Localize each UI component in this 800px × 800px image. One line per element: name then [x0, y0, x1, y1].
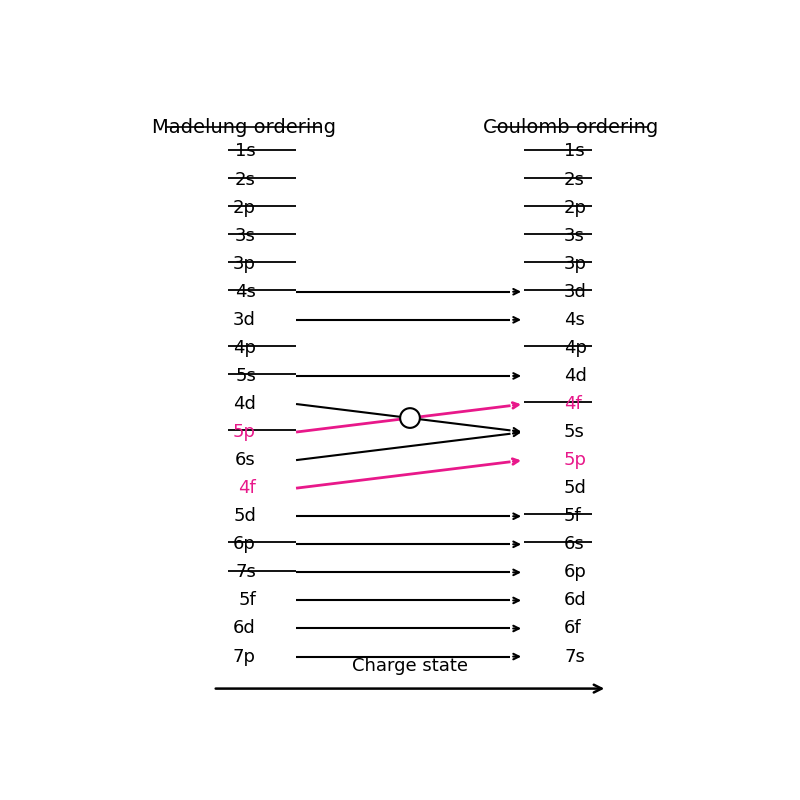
Text: 6d: 6d: [564, 591, 586, 610]
Text: 5p: 5p: [564, 451, 587, 469]
Text: 7s: 7s: [235, 563, 256, 582]
Text: 3d: 3d: [233, 311, 256, 329]
Text: 6d: 6d: [234, 619, 256, 638]
Text: 5s: 5s: [564, 423, 585, 441]
Text: 4f: 4f: [238, 479, 256, 497]
Text: 6p: 6p: [233, 535, 256, 554]
Text: 4s: 4s: [564, 311, 585, 329]
Text: 4s: 4s: [235, 282, 256, 301]
Text: 2s: 2s: [564, 170, 585, 189]
Text: 5f: 5f: [238, 591, 256, 610]
Text: 3d: 3d: [564, 282, 587, 301]
Text: 3p: 3p: [233, 254, 256, 273]
Text: 7p: 7p: [233, 647, 256, 666]
Text: Madelung ordering: Madelung ordering: [152, 118, 336, 137]
Text: 4f: 4f: [564, 395, 582, 413]
Text: 3p: 3p: [564, 254, 587, 273]
Text: 5f: 5f: [564, 507, 582, 526]
Text: 5s: 5s: [235, 367, 256, 385]
Text: Charge state: Charge state: [352, 657, 468, 675]
Text: 2p: 2p: [233, 198, 256, 217]
Text: 6f: 6f: [564, 619, 582, 638]
Text: 5d: 5d: [564, 479, 587, 497]
Text: 6s: 6s: [564, 535, 585, 554]
Text: 4p: 4p: [564, 339, 587, 357]
Text: 5p: 5p: [233, 423, 256, 441]
Text: 1s: 1s: [564, 142, 585, 161]
Text: 6s: 6s: [235, 451, 256, 469]
Text: 1s: 1s: [235, 142, 256, 161]
Text: 5d: 5d: [233, 507, 256, 526]
Circle shape: [58, 366, 78, 386]
Text: 2p: 2p: [564, 198, 587, 217]
Text: 4p: 4p: [233, 339, 256, 357]
Text: 2s: 2s: [235, 170, 256, 189]
Circle shape: [400, 408, 420, 428]
Text: 3s: 3s: [564, 226, 585, 245]
Text: 4d: 4d: [233, 395, 256, 413]
Text: 3s: 3s: [235, 226, 256, 245]
Text: 4d: 4d: [564, 367, 587, 385]
Text: 7s: 7s: [564, 647, 585, 666]
Text: 6p: 6p: [564, 563, 587, 582]
Text: Coulomb ordering: Coulomb ordering: [482, 118, 658, 137]
